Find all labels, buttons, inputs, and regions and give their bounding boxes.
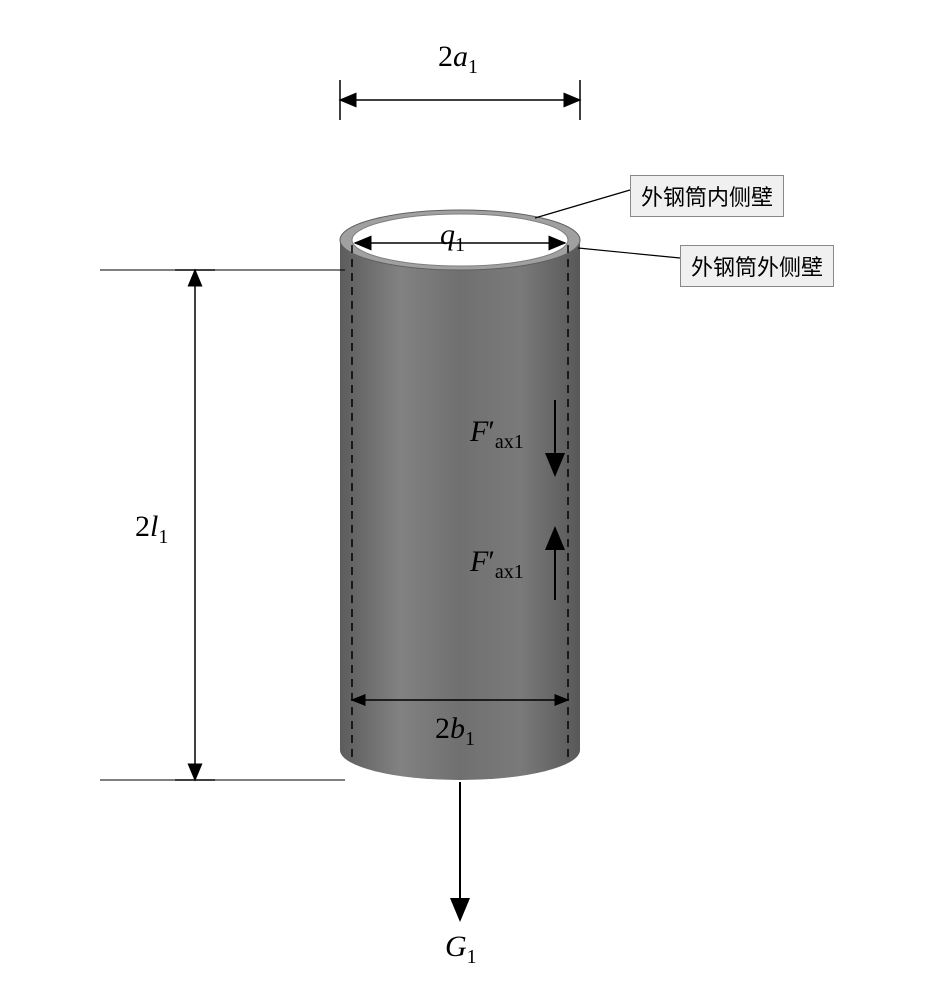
engineering-diagram: 外钢筒内侧壁 外钢筒外侧壁 22aa1 q1 2l1 2b1 F′ax1 F′a…: [0, 0, 941, 1000]
inner-wall-annotation: 外钢筒内侧壁: [630, 175, 784, 217]
outer-wall-text: 外钢筒外侧壁: [691, 255, 823, 280]
bottom-width-label: 2b1: [435, 712, 475, 751]
cylinder-body: [340, 210, 580, 780]
top-width-dimension: [340, 80, 580, 120]
diagram-svg: [0, 0, 941, 1000]
inner-diameter-label: q1: [440, 218, 465, 257]
height-label: 2l1: [135, 510, 168, 549]
leader-outer-wall: [578, 248, 680, 258]
force-down-label: F′ax1: [470, 415, 524, 454]
top-width-label: 22aa1: [438, 40, 478, 79]
outer-wall-annotation: 外钢筒外侧壁: [680, 245, 834, 287]
leader-inner-wall: [535, 190, 630, 218]
force-up-label: F′ax1: [470, 545, 524, 584]
inner-wall-text: 外钢筒内侧壁: [641, 185, 773, 210]
gravity-label: G1: [445, 930, 477, 969]
